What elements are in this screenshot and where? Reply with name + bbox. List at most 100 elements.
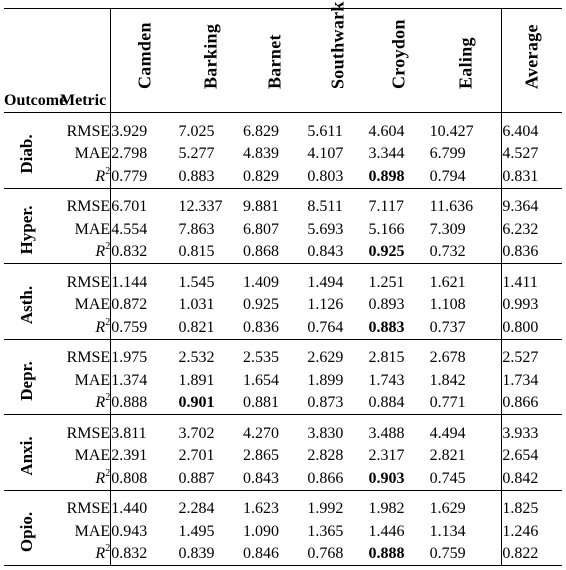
value-cell: 0.794: [429, 167, 466, 185]
average-cell: 0.831: [501, 165, 562, 188]
table-row: Depr. RMSE 1.975 2.532 2.535 2.629 2.815 2.678 2…: [4, 347, 562, 400]
value-cell: 0.821: [178, 318, 215, 336]
metric-r-symbol: R: [95, 167, 106, 185]
metric-text: RMSE: [66, 273, 111, 291]
value-cell: 1.495: [178, 522, 215, 540]
table-row: R2 0.832 0.815 0.868 0.843 0.925 0.732 0.836: [4, 241, 562, 264]
value-cell: 0.925: [368, 243, 405, 260]
value-cell: 6.799: [429, 145, 466, 163]
value-cell: 1.494: [307, 273, 344, 291]
header-outcome-cell: Outcome: [4, 9, 67, 113]
average-cell: 0.836: [501, 241, 562, 264]
metric-label: RMSE: [51, 423, 111, 446]
value-cell: 2.865: [242, 447, 279, 465]
metric-text: MAE: [74, 371, 111, 389]
table-row: MAE 1.374 1.891 1.654 1.899 1.743 1.842 1.734: [4, 369, 562, 392]
value-cell: 0.846: [242, 545, 279, 562]
table-row: Hyper. RMSE 6.701 12.337 9.881 8.511 7.117 11.6…: [4, 196, 562, 254]
value-cell: 11.636: [429, 198, 474, 216]
column-label: Croydon: [388, 19, 409, 89]
average-cell: 1.246: [501, 520, 562, 543]
average-cell: 0.822: [501, 543, 562, 566]
value-cell: 0.888: [110, 392, 179, 415]
value-cell: 4.494: [429, 424, 466, 442]
value-cell: 6.829: [242, 122, 279, 140]
value-cell: 0.737: [429, 318, 466, 336]
value-cell: 1.374: [110, 369, 179, 392]
metric-label: RMSE: [51, 121, 111, 144]
value-cell: 7.309: [429, 220, 466, 238]
value-cell: 0.881: [242, 394, 279, 411]
average-cell: 2.527: [501, 347, 562, 370]
value-cell: 2.815: [368, 349, 405, 367]
value-cell: 1.545: [178, 273, 215, 291]
metric-text: MAE: [74, 220, 111, 238]
value-cell: 1.992: [307, 500, 344, 518]
header-metric-cell: Metric: [51, 9, 111, 113]
value-cell: 1.743: [368, 371, 405, 389]
outcome-cell: Hyper.: [4, 196, 51, 264]
table-row: Asth. RMSE 1.144 1.545 1.409 1.494 1.251 1.621 1…: [4, 271, 562, 324]
value-cell: 0.745: [429, 469, 466, 487]
value-cell: 3.830: [307, 424, 344, 442]
value-cell: 2.317: [368, 447, 405, 465]
table-row: MAE 0.943 1.495 1.090 1.365 1.446 1.134 1.246: [4, 520, 562, 543]
value-cell: 0.884: [368, 394, 405, 411]
table-row: MAE 0.872 1.031 0.925 1.126 0.893 1.108 0.993: [4, 294, 562, 317]
metric-r-symbol: R: [95, 469, 106, 487]
metric-text: RMSE: [66, 349, 111, 367]
value-cell: 3.702: [178, 424, 215, 442]
average-cell: 6.404: [501, 120, 562, 143]
value-cell: 1.090: [242, 522, 279, 540]
column-label: Barking: [200, 23, 221, 89]
value-cell: 0.759: [110, 316, 179, 339]
column-label: Barnet: [264, 34, 285, 89]
table-row: R2 0.888 0.901 0.881 0.873 0.884 0.771 0.866: [4, 392, 562, 415]
metric-label: R2: [51, 317, 111, 340]
average-cell: 9.364: [501, 196, 562, 219]
value-cell: 4.554: [110, 218, 179, 241]
value-cell: 1.108: [429, 296, 466, 314]
average-cell: 0.800: [501, 316, 562, 339]
metric-text: RMSE: [66, 122, 111, 140]
metric-r-exponent: 2: [105, 165, 111, 177]
value-cell: 0.832: [110, 543, 179, 566]
value-cell: 4.270: [242, 424, 279, 442]
column-label: Ealing: [455, 37, 476, 89]
table-body: Diab. RMSE 3.929 7.025 6.829 5.611 4.604 10.427…: [4, 112, 562, 566]
outcome-cell: Asth.: [4, 272, 51, 340]
value-cell: 1.899: [307, 371, 344, 389]
value-cell: 3.811: [110, 422, 179, 445]
average-cell: 1.411: [501, 271, 562, 294]
value-cell: 7.025: [178, 122, 215, 140]
value-cell: 1.134: [429, 522, 466, 540]
value-cell: 1.623: [242, 500, 279, 518]
column-label-average: Average: [521, 24, 542, 89]
table-row: MAE 2.391 2.701 2.865 2.828 2.317 2.821 2.654: [4, 445, 562, 468]
value-cell: 12.337: [178, 198, 223, 216]
value-cell: 1.629: [429, 500, 466, 518]
value-cell: 0.768: [307, 545, 344, 562]
header-col-average: Average: [501, 8, 562, 113]
value-cell: 0.836: [242, 318, 279, 336]
value-cell: 0.764: [307, 318, 344, 336]
value-cell: 1.891: [178, 371, 215, 389]
value-cell: 0.815: [178, 243, 215, 260]
value-cell: 5.166: [368, 220, 405, 238]
metric-label: RMSE: [51, 347, 111, 370]
value-cell: 0.759: [429, 545, 466, 562]
value-cell: 0.887: [178, 469, 215, 487]
value-cell: 1.251: [368, 273, 405, 291]
value-cell: 8.511: [307, 198, 343, 216]
group-separator: [4, 112, 562, 121]
value-cell: 3.929: [110, 120, 179, 143]
metric-label: RMSE: [51, 498, 111, 521]
metric-label: R2: [51, 468, 111, 491]
table-row: Anxi. RMSE 3.811 3.702 4.270 3.830 3.488 4.494 3…: [4, 422, 562, 476]
column-label: Southwark: [327, 1, 348, 89]
value-cell: 2.629: [307, 349, 344, 367]
value-cell: 0.883: [178, 167, 215, 185]
metric-label: MAE: [51, 219, 111, 242]
metric-r-exponent: 2: [105, 467, 111, 479]
header-outcome: Outcome: [4, 92, 67, 109]
